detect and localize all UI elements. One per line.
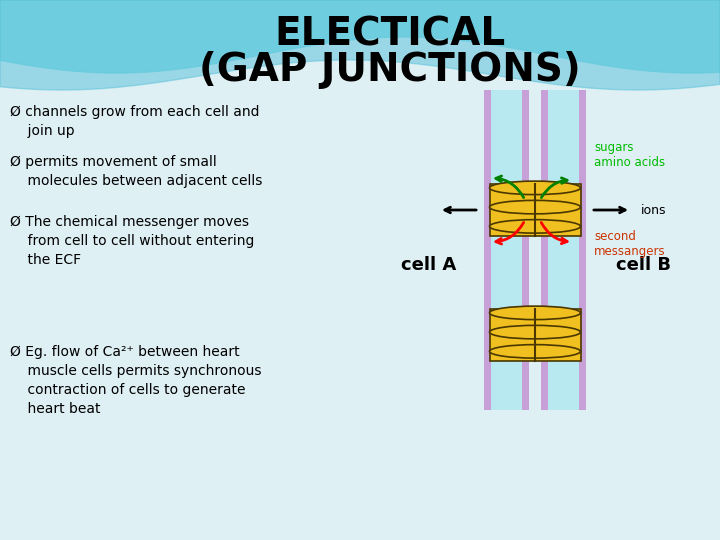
Text: cell B: cell B (616, 256, 672, 274)
Ellipse shape (490, 220, 580, 233)
Ellipse shape (490, 200, 580, 214)
Bar (484, 90, 491, 410)
Text: Ø Eg. flow of Ca²⁺ between heart
    muscle cells permits synchronous
    contra: Ø Eg. flow of Ca²⁺ between heart muscle … (10, 345, 261, 416)
Bar (522, 90, 529, 410)
Text: second
messangers: second messangers (594, 230, 665, 259)
Ellipse shape (490, 306, 580, 320)
Ellipse shape (490, 326, 580, 339)
Text: ELECTICAL: ELECTICAL (274, 16, 505, 54)
Text: cell A: cell A (401, 256, 456, 274)
Bar (491, 90, 529, 410)
Text: Ø channels grow from each cell and
    join up: Ø channels grow from each cell and join … (10, 105, 259, 138)
Ellipse shape (490, 345, 580, 358)
Text: sugars
amino acids: sugars amino acids (594, 140, 665, 170)
Bar (541, 90, 548, 410)
Bar (490, 184, 580, 236)
Ellipse shape (490, 181, 580, 194)
Text: (GAP JUNCTIONS): (GAP JUNCTIONS) (199, 51, 581, 89)
Text: Ø The chemical messenger moves
    from cell to cell without entering
    the EC: Ø The chemical messenger moves from cell… (10, 215, 254, 267)
Bar (548, 90, 586, 410)
Bar (579, 90, 586, 410)
Text: Ø permits movement of small
    molecules between adjacent cells: Ø permits movement of small molecules be… (10, 155, 262, 188)
Text: ions: ions (641, 204, 667, 217)
Bar (490, 309, 580, 361)
